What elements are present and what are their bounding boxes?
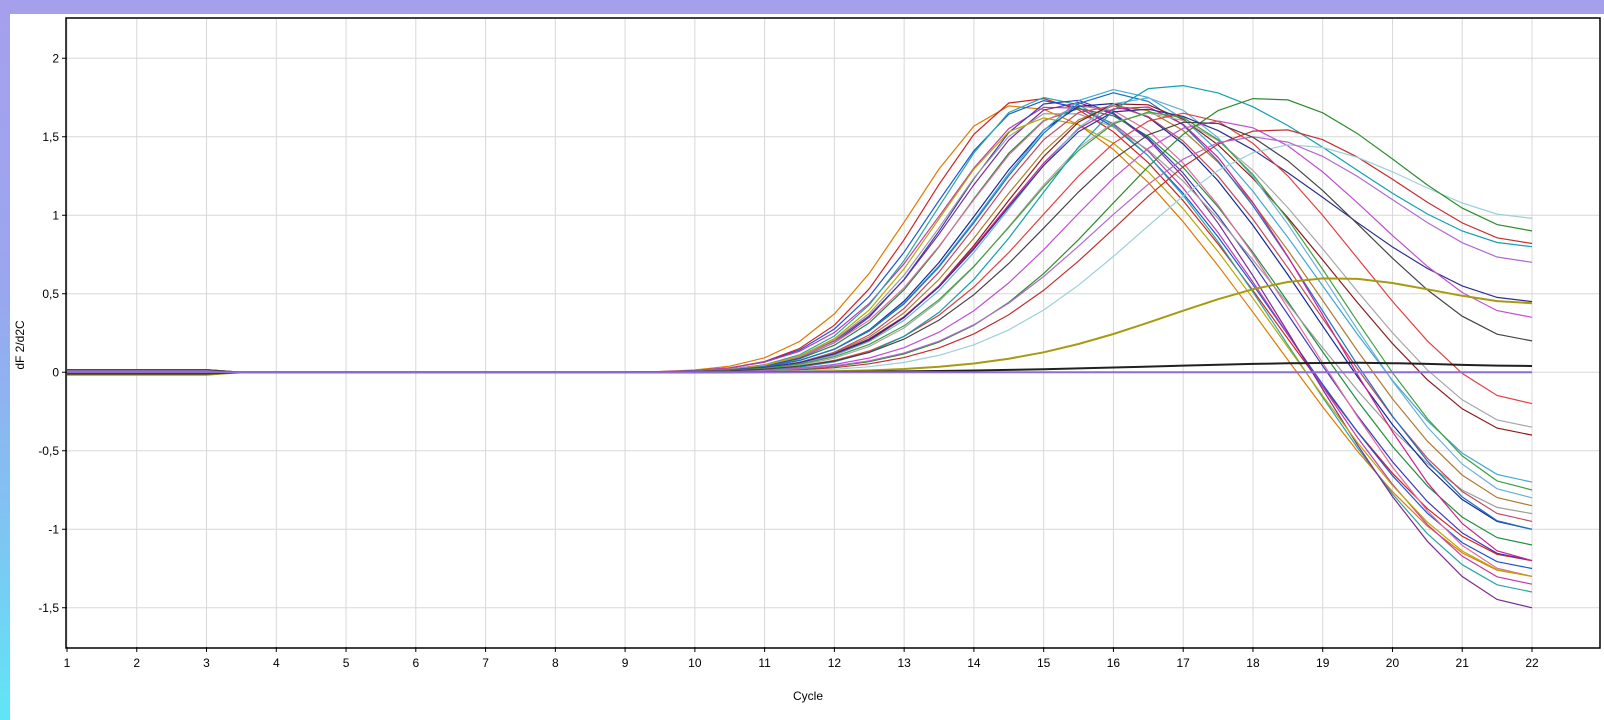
x-tick-label: 7 — [482, 656, 489, 670]
x-tick-label: 18 — [1246, 656, 1260, 670]
series-line — [67, 112, 1533, 428]
series-line — [67, 99, 1533, 562]
y-tick-label: 2 — [52, 51, 59, 65]
x-tick-label: 5 — [343, 656, 350, 670]
x-tick-label: 2 — [133, 656, 140, 670]
series-lines — [66, 84, 1533, 609]
x-tick-label: 17 — [1177, 656, 1191, 670]
series-line — [67, 102, 1533, 530]
x-tick-label: 6 — [412, 656, 419, 670]
x-tick-label: 8 — [552, 656, 559, 670]
x-tick-label: 1 — [64, 656, 71, 670]
y-tick-label: -1 — [48, 522, 59, 536]
series-line — [67, 97, 1533, 562]
series-line — [67, 103, 1533, 436]
x-tick-label: 11 — [758, 656, 771, 670]
y-tick-label: -1,5 — [38, 601, 59, 615]
chart-frame: 1 2 3 4 5 6 7 8 9 10 11 12 13 14 15 16 17 18 19 20 21 22 2 1,5 1… — [10, 14, 1604, 720]
x-tick-label: 15 — [1037, 656, 1051, 670]
series-line — [66, 105, 1533, 522]
x-tick-label: 22 — [1525, 656, 1539, 670]
series-line — [67, 113, 1533, 515]
x-tick-label: 21 — [1456, 656, 1470, 670]
plot-border — [65, 17, 1601, 649]
series-line — [67, 105, 1533, 507]
y-tick-label: 1 — [52, 208, 59, 222]
y-tick-label: 1,5 — [42, 130, 59, 144]
series-line — [67, 129, 1533, 376]
series-line — [67, 97, 1533, 373]
line-chart: 1 2 3 4 5 6 7 8 9 10 11 12 13 14 15 16 17 18 19 20 21 2221,51… — [13, 17, 1601, 703]
x-tick-label: 3 — [203, 656, 210, 670]
x-tick-label: 12 — [828, 656, 842, 670]
y-tick-label: -0,5 — [38, 444, 59, 458]
x-tick-label: 14 — [967, 656, 981, 670]
x-tick-label: 10 — [688, 656, 702, 670]
series-line — [67, 107, 1533, 546]
x-tick-label: 16 — [1107, 656, 1121, 670]
x-tick-label: 9 — [622, 656, 629, 670]
tick-labels: 1 2 3 4 5 6 7 8 9 10 11 12 13 14 15 16 17 18 19 20 21 2221,51… — [38, 51, 1539, 670]
x-tick-label: 13 — [897, 656, 911, 670]
y-tick-label: 0 — [52, 365, 59, 379]
y-axis-title: dF 2/d2C — [13, 320, 27, 370]
series-line — [67, 84, 1533, 373]
series-line — [67, 111, 1533, 491]
x-tick-label: 4 — [273, 656, 280, 670]
series-line — [67, 144, 1533, 375]
x-tick-label: 20 — [1386, 656, 1400, 670]
y-tick-label: 0,5 — [42, 287, 59, 301]
series-line — [67, 96, 1533, 593]
x-tick-label: 19 — [1316, 656, 1330, 670]
x-axis-title: Cycle — [793, 689, 823, 703]
series-line — [67, 105, 1533, 577]
